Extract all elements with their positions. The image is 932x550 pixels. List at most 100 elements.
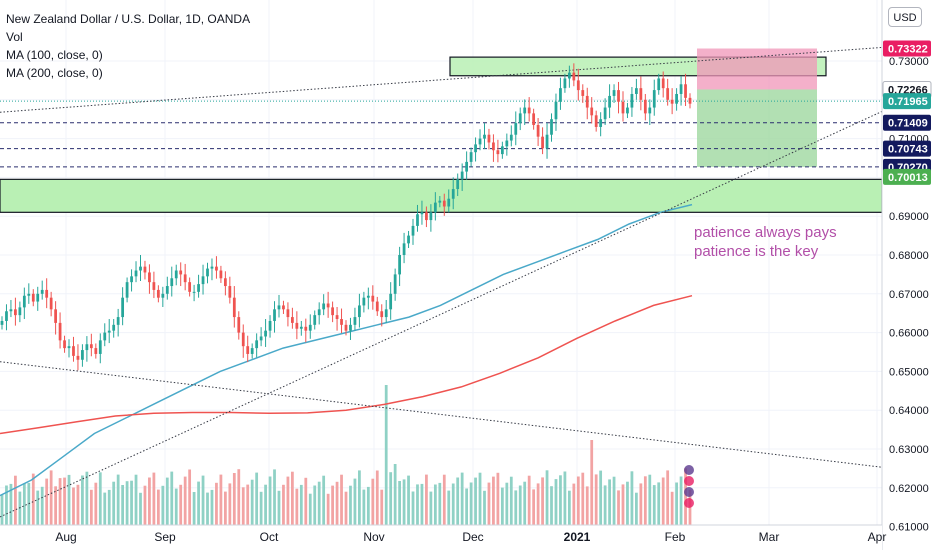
ma200-indicator-label[interactable]: MA (200, close, 0) (6, 66, 103, 80)
economic-event-icon[interactable] (684, 465, 694, 475)
candle-body (268, 320, 272, 331)
volume-bar (277, 490, 281, 525)
volume-bar (103, 492, 107, 525)
candle-body (581, 90, 585, 96)
economic-event-icon[interactable] (684, 498, 694, 508)
price-tick-label: 0.61000 (889, 522, 929, 534)
economic-event-icon[interactable] (684, 487, 694, 497)
candle-body (679, 84, 683, 94)
volume-bar (617, 490, 620, 525)
ma100-indicator-label[interactable]: MA (100, close, 0) (6, 48, 103, 62)
candle-body (451, 189, 455, 199)
volume-bar (313, 485, 317, 525)
price-label-text: 0.70013 (888, 172, 928, 184)
volume-bar (291, 471, 294, 525)
volume-bar (532, 489, 536, 525)
candle-body (603, 107, 607, 120)
candle-body (442, 200, 446, 207)
trendline[interactable] (0, 46, 883, 113)
volume-bar (648, 474, 652, 525)
candle-body (590, 107, 594, 116)
volume-bar (237, 469, 241, 525)
volume-bar (411, 491, 415, 525)
volume-bar (121, 485, 125, 525)
economic-event-icon[interactable] (684, 476, 694, 486)
candle-body (500, 146, 504, 155)
volume-bar (206, 492, 209, 525)
volume-bar (398, 481, 401, 525)
volume-bar (331, 485, 334, 525)
candle-body (206, 268, 209, 277)
candle-body (125, 282, 129, 298)
volume-bar (661, 477, 665, 525)
candle-body (599, 119, 603, 127)
volume-bar (483, 490, 486, 525)
position-target-area[interactable] (697, 48, 817, 90)
position-stop-area[interactable] (697, 89, 817, 167)
volume-bar (474, 477, 477, 525)
trendline[interactable] (0, 361, 883, 468)
candle-body (331, 307, 334, 316)
candle-body (688, 97, 692, 104)
volume-bar (652, 485, 656, 525)
candle-body (67, 346, 71, 349)
candle-body (478, 138, 482, 145)
volume-bar (192, 492, 196, 525)
candle-body (183, 274, 187, 283)
candle-body (49, 297, 53, 310)
volume-bar (559, 475, 562, 525)
volume-bar (518, 485, 522, 525)
candle-body (554, 101, 558, 120)
support-zone[interactable] (0, 178, 883, 213)
volume-bar (344, 491, 348, 525)
candle-body (621, 101, 625, 114)
volume-bar (478, 472, 482, 525)
candle-body (670, 99, 674, 104)
volume-bar (572, 483, 576, 525)
candle-body (635, 88, 638, 94)
candle-body (474, 144, 477, 153)
candle-body (559, 88, 562, 102)
candle-body (536, 125, 540, 137)
volume-bar (594, 474, 598, 525)
symbol-title[interactable]: New Zealand Dollar / U.S. Dollar, 1D, OA… (6, 12, 251, 26)
volume-bar (165, 477, 169, 525)
trendline[interactable] (0, 110, 883, 518)
candle-body (666, 88, 670, 100)
volume-bar (420, 483, 424, 525)
candle-body (340, 319, 343, 325)
volume-bar (58, 478, 62, 525)
candle-body (313, 315, 317, 325)
volume-bar (563, 471, 567, 525)
volume-bar (5, 485, 8, 525)
candle-body (366, 295, 370, 298)
time-axis-bg (0, 525, 882, 550)
volume-bar (219, 474, 223, 525)
candle-body (487, 134, 491, 143)
volume-bar (639, 483, 643, 525)
candle-body (165, 286, 169, 294)
volume-bar (63, 477, 66, 525)
candle-body (353, 317, 357, 325)
volume-bar (554, 479, 558, 525)
volume-bar (514, 490, 518, 525)
candle-body (192, 291, 196, 293)
volume-bar (433, 484, 437, 525)
volume-indicator-label[interactable]: Vol (6, 30, 23, 44)
candle-body (250, 348, 254, 354)
candle-body (89, 344, 93, 349)
volume-bar (460, 472, 464, 525)
candle-body (130, 276, 133, 283)
price-label-box (883, 93, 931, 110)
candle-body (456, 179, 460, 190)
currency-button[interactable]: USD (888, 7, 922, 27)
volume-bar (442, 474, 446, 525)
volume-bar (451, 483, 455, 525)
volume-bar (340, 474, 343, 525)
volume-bar (375, 470, 379, 525)
candle-body (156, 289, 160, 298)
volume-bar (246, 484, 250, 525)
candle-body (31, 293, 35, 302)
candle-body (675, 93, 678, 104)
